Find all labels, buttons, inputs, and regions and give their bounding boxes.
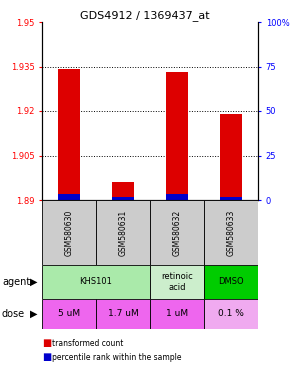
Bar: [220, 197, 242, 200]
Text: ▶: ▶: [30, 277, 37, 287]
Bar: [58, 70, 80, 200]
Bar: [58, 194, 80, 200]
Text: GSM580631: GSM580631: [119, 209, 128, 256]
Bar: [112, 197, 134, 200]
Bar: [204, 265, 258, 299]
Bar: [150, 200, 204, 265]
Text: ■: ■: [42, 352, 51, 362]
Text: GDS4912 / 1369437_at: GDS4912 / 1369437_at: [80, 10, 210, 21]
Bar: [150, 265, 204, 299]
Bar: [42, 265, 150, 299]
Text: transformed count: transformed count: [52, 339, 123, 348]
Bar: [96, 299, 150, 329]
Text: GSM580630: GSM580630: [64, 209, 73, 256]
Text: percentile rank within the sample: percentile rank within the sample: [52, 353, 182, 361]
Bar: [204, 299, 258, 329]
Bar: [204, 200, 258, 265]
Text: 0.1 %: 0.1 %: [218, 310, 244, 318]
Text: 1.7 uM: 1.7 uM: [108, 310, 138, 318]
Text: retinoic
acid: retinoic acid: [161, 272, 193, 292]
Bar: [112, 182, 134, 200]
Bar: [42, 200, 96, 265]
Text: DMSO: DMSO: [218, 278, 244, 286]
Text: ■: ■: [42, 338, 51, 348]
Bar: [166, 73, 188, 200]
Text: agent: agent: [2, 277, 30, 287]
Text: GSM580632: GSM580632: [173, 209, 182, 256]
Bar: [166, 194, 188, 200]
Bar: [150, 299, 204, 329]
Text: 5 uM: 5 uM: [58, 310, 80, 318]
Text: ▶: ▶: [30, 309, 37, 319]
Text: 1 uM: 1 uM: [166, 310, 188, 318]
Bar: [96, 200, 150, 265]
Text: GSM580633: GSM580633: [226, 209, 235, 256]
Text: KHS101: KHS101: [79, 278, 113, 286]
Bar: [42, 299, 96, 329]
Bar: [220, 114, 242, 200]
Text: dose: dose: [2, 309, 25, 319]
